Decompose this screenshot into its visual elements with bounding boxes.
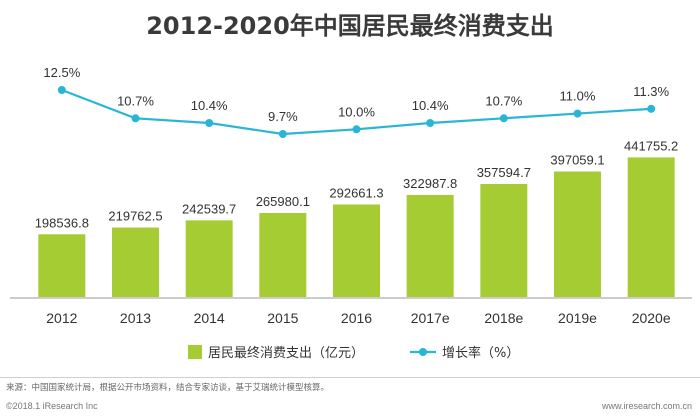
- website-text: www.iresearch.com.cn: [601, 401, 692, 411]
- bar-2017e: [406, 194, 454, 297]
- bar-2019e: [554, 171, 601, 297]
- growth-point: [131, 114, 140, 123]
- bar-2014: [185, 220, 233, 297]
- x-tick-label: 2019e: [558, 310, 597, 326]
- bar-2020e: [627, 157, 675, 297]
- footer-divider: [0, 377, 700, 378]
- x-tick-label: 2012: [46, 310, 77, 326]
- bar-value-label: 441755.2: [624, 138, 678, 153]
- x-axis: 2012 2013 2014 2015 2016 2017e 2018e 2019e 2020e: [10, 297, 692, 326]
- bar-value-label: 397059.1: [550, 153, 604, 168]
- growth-point: [426, 119, 435, 127]
- growth-point: [352, 125, 361, 134]
- bar-2016: [333, 204, 380, 297]
- bar-value-label: 322987.8: [403, 176, 457, 191]
- growth-point: [647, 104, 656, 113]
- legend: 居民最终消费支出（亿元） 增长率（%）: [188, 345, 519, 361]
- x-tick-label: 2017e: [411, 310, 450, 326]
- growth-point: [57, 86, 66, 94]
- growth-value-label: 10.4%: [191, 98, 228, 113]
- bar-value-label: 265980.1: [256, 194, 310, 209]
- legend-line-marker: [419, 348, 427, 356]
- x-tick-label: 2018e: [484, 310, 523, 326]
- growth-value-label: 10.7%: [485, 93, 522, 108]
- x-tick-label: 2014: [194, 310, 225, 326]
- growth-line-layer: 12.5% 10.7% 10.4% 9.7% 10.0% 10.4% 10.7% 11.0% 1…: [43, 65, 670, 138]
- bar-value-label: 219762.5: [108, 209, 162, 224]
- bars-layer: 198536.8 219762.5 242539.7 265980.1 292661.3…: [35, 138, 678, 297]
- source-note: 来源：中国国家统计局，根据公开市场资料，结合专家访谈，基于艾瑞统计模型核算。: [6, 383, 330, 393]
- growth-point: [278, 130, 287, 138]
- copyright-text: ©2018.1 iResearch Inc: [6, 401, 98, 411]
- x-tick-label: 2016: [341, 310, 372, 326]
- legend-line-label: 增长率（%）: [442, 345, 519, 361]
- growth-value-label: 10.4%: [412, 98, 449, 113]
- bar-value-label: 292661.3: [329, 186, 383, 201]
- growth-value-label: 11.3%: [633, 84, 669, 99]
- growth-point: [573, 109, 582, 118]
- legend-bar-label: 居民最终消费支出（亿元）: [208, 345, 364, 361]
- bar-value-label: 198536.8: [35, 215, 89, 230]
- growth-value-label: 11.0%: [560, 89, 596, 104]
- growth-value-label: 10.7%: [117, 93, 154, 108]
- growth-value-label: 9.7%: [268, 109, 298, 124]
- legend-bar-swatch: [188, 345, 202, 359]
- x-tick-label: 2013: [120, 310, 151, 326]
- bar-value-label: 357594.7: [477, 165, 531, 180]
- bar-2018e: [480, 184, 528, 297]
- bar-value-label: 242539.7: [182, 201, 236, 216]
- bar-2012: [38, 234, 86, 297]
- growth-point: [205, 119, 214, 127]
- x-tick-label: 2015: [267, 310, 298, 326]
- x-tick-label: 2020e: [632, 310, 671, 326]
- bar-2015: [259, 212, 307, 297]
- chart-title: 2012-2020年中国居民最终消费支出: [146, 12, 554, 40]
- growth-point: [499, 114, 508, 123]
- growth-value-label: 12.5%: [43, 65, 80, 80]
- bar-2013: [112, 227, 159, 297]
- growth-value-label: 10.0%: [338, 104, 375, 119]
